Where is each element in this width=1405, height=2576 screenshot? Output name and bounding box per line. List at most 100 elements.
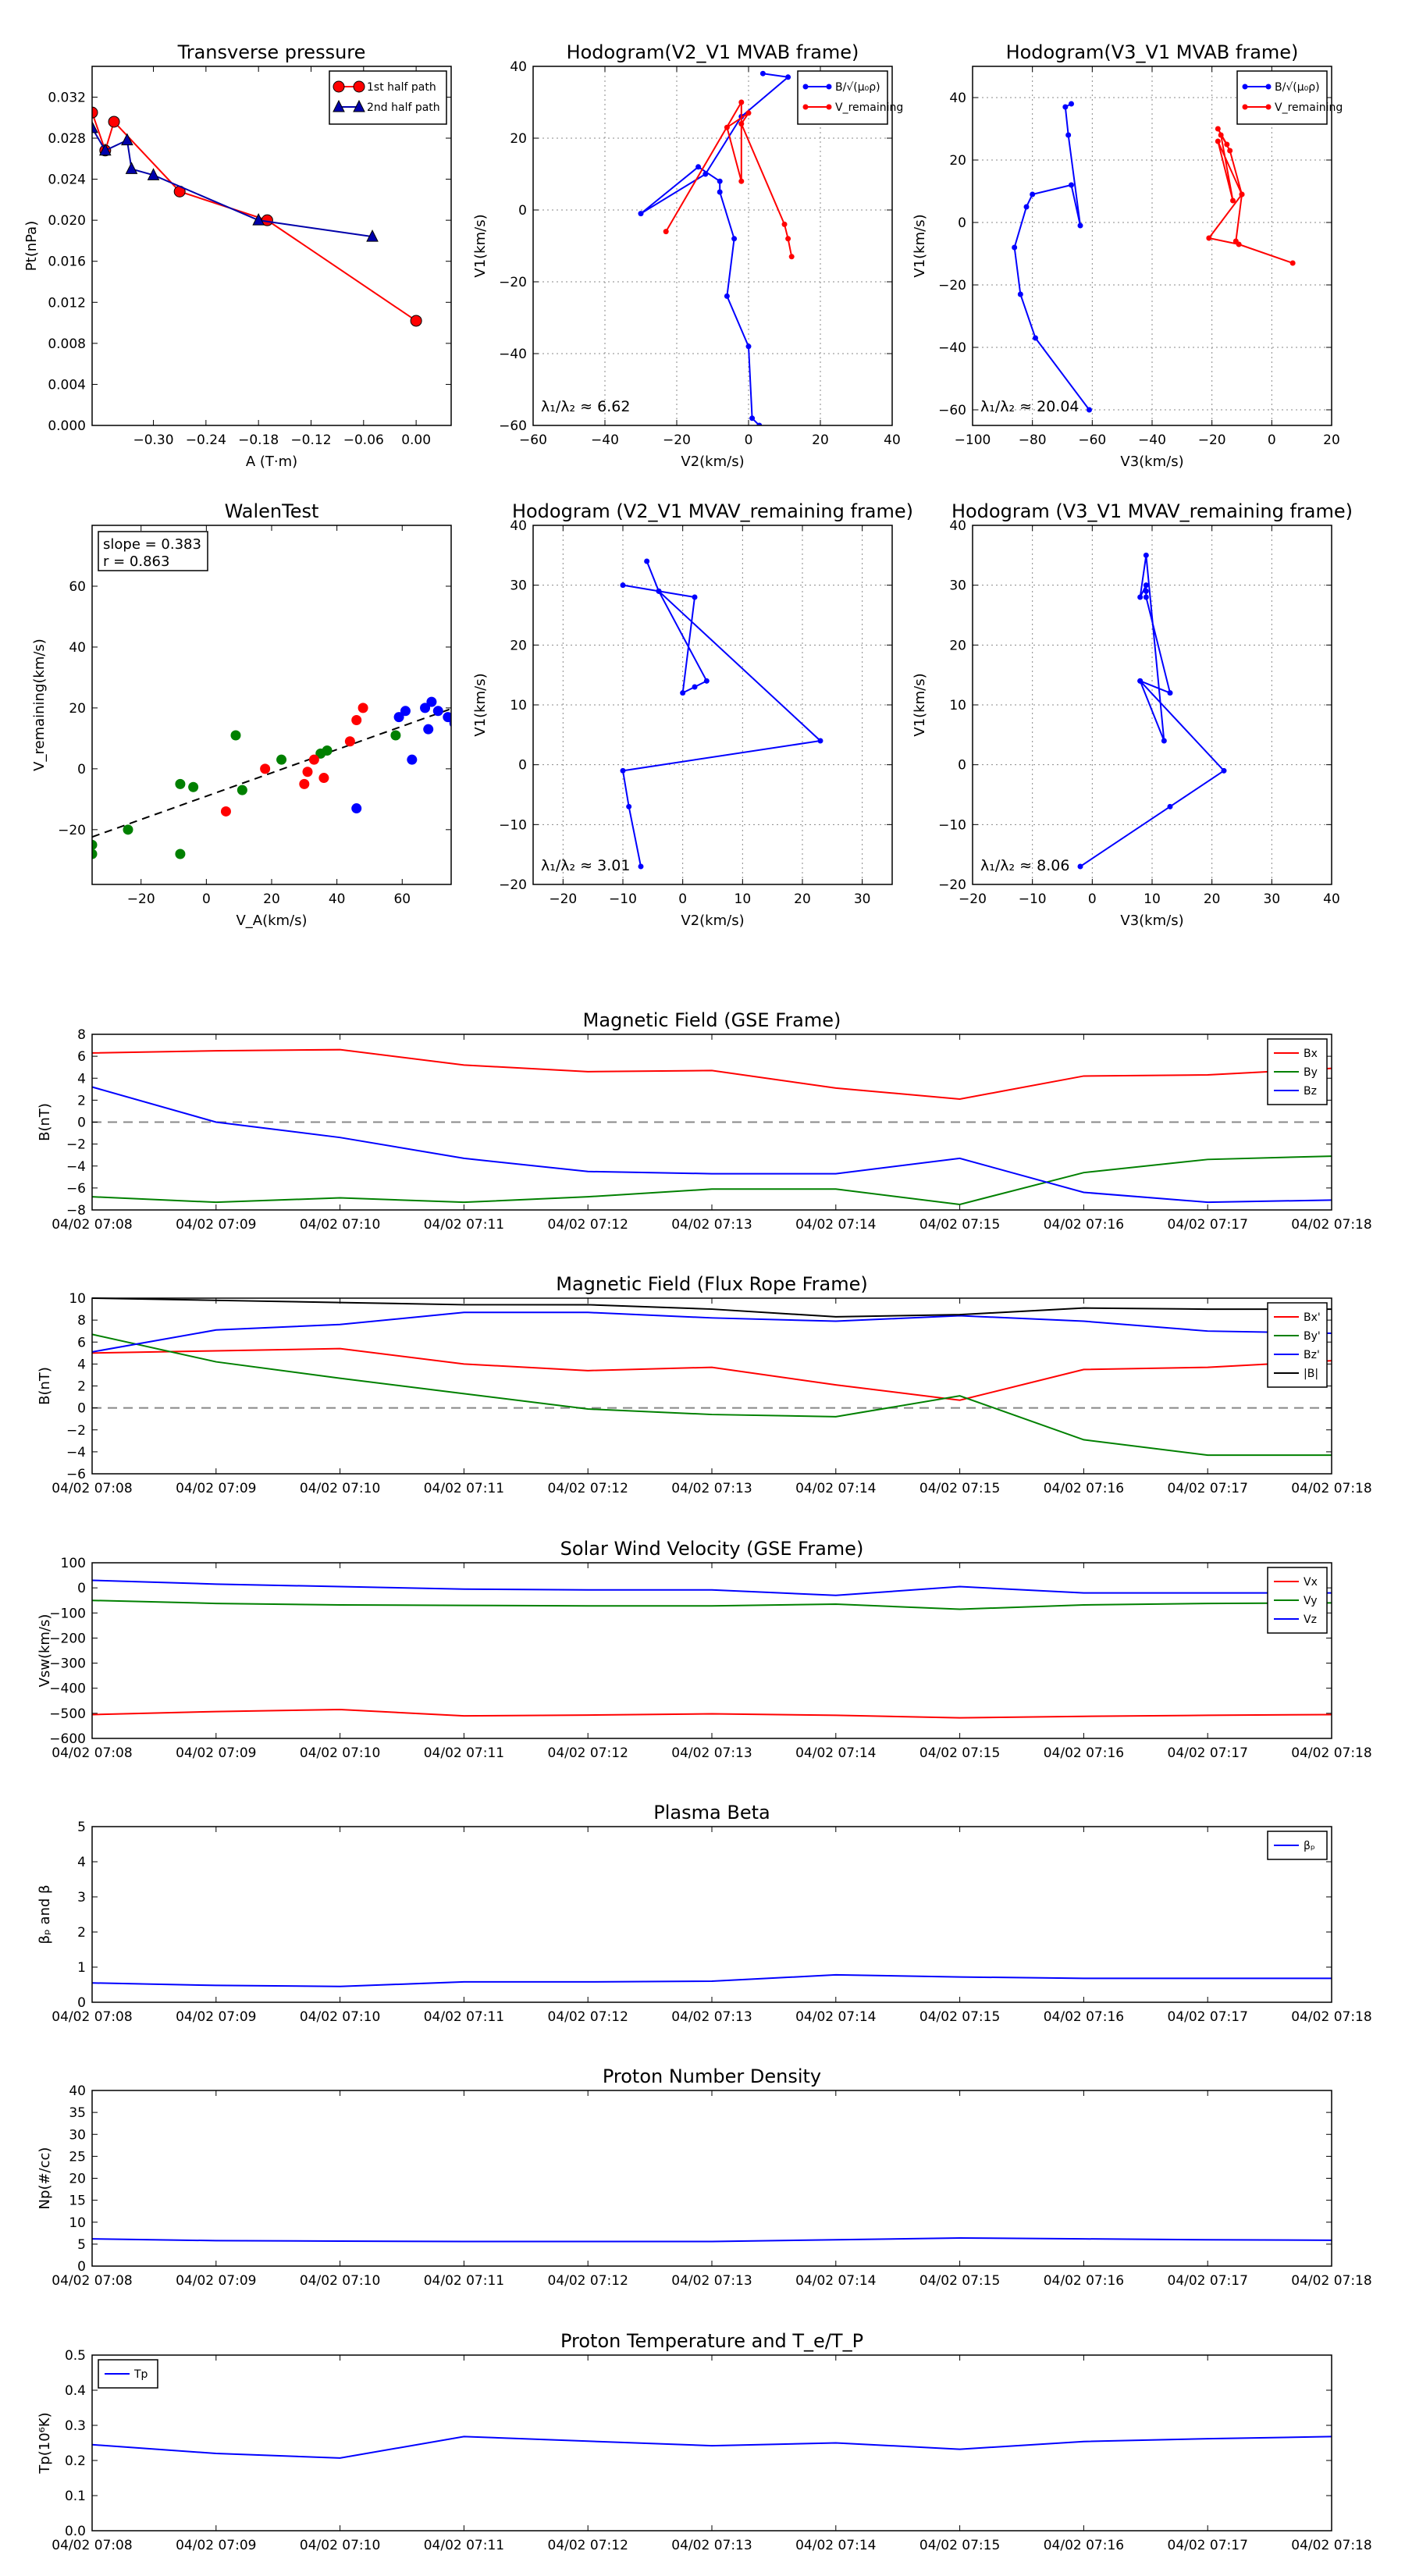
y-tick-label: 0 xyxy=(518,758,527,774)
y-tick-label: 60 xyxy=(69,579,86,595)
y-tick-label: 20 xyxy=(510,131,527,147)
plot-frame xyxy=(91,1826,1332,2003)
y-tick-label: −40 xyxy=(499,347,527,362)
data-point xyxy=(432,706,443,717)
legend-box xyxy=(797,70,888,125)
legend-marker xyxy=(1265,84,1272,90)
legend-label: Vz xyxy=(1304,1614,1317,1626)
y-tick-label: −400 xyxy=(49,1681,86,1697)
data-point xyxy=(125,162,138,174)
legend-label: 1st half path xyxy=(367,81,436,94)
x-tick-label: 20 xyxy=(794,891,811,907)
x-tick-label: 04/02 07:10 xyxy=(300,2538,380,2553)
x-tick-label: 04/02 07:13 xyxy=(671,2009,752,2025)
y-tick-label: 0.4 xyxy=(65,2383,86,2399)
x-tick-label: 04/02 07:09 xyxy=(176,1217,256,1233)
data-point xyxy=(123,824,133,835)
legend-label: By' xyxy=(1304,1330,1321,1343)
x-tick-label: 04/02 07:10 xyxy=(300,1217,380,1233)
x-tick-label: 04/02 07:18 xyxy=(1291,2009,1371,2025)
series-line xyxy=(91,1311,1332,1353)
chart-title: Hodogram(V2_V1 MVAB frame) xyxy=(567,41,859,63)
chart-h2: −100 −80 −60 −40 −20 0 20 −60 −40 −20 0 20 40 V3(km/s… xyxy=(912,41,1343,470)
series-line xyxy=(91,1599,1332,1610)
ratio-annotation: λ₁/λ₂ ≈ 3.01 xyxy=(541,857,630,874)
x-tick-label: −20 xyxy=(1198,432,1226,448)
y-tick-label: 40 xyxy=(69,2083,86,2099)
x-tick-label: 04/02 07:12 xyxy=(548,1481,628,1496)
y-tick-label: 2 xyxy=(77,1093,86,1108)
x-tick-label: −20 xyxy=(663,432,691,448)
y-tick-label: 0.008 xyxy=(48,336,86,352)
data-point xyxy=(1218,132,1224,138)
y-tick-label: 8 xyxy=(77,1027,86,1043)
y-tick-label: −6 xyxy=(66,1467,86,1482)
data-point xyxy=(756,422,763,425)
data-point xyxy=(1167,803,1173,809)
x-tick-label: 04/02 07:09 xyxy=(176,2009,256,2025)
chart-tp: −0.30 −0.24 −0.18 −0.12 −0.06 0.00 0.000 0.004 0… xyxy=(23,41,452,470)
data-point xyxy=(738,178,745,184)
x-tick-label: 04/02 07:14 xyxy=(795,1745,876,1761)
legend-box xyxy=(329,70,447,125)
chart-bfr: 04/02 07:08 04/02 07:09 04/02 07:10 04/02 0… xyxy=(37,1273,1372,1496)
data-point xyxy=(1023,204,1030,210)
y-tick-label: 0.0 xyxy=(65,2524,86,2539)
data-point xyxy=(656,588,662,594)
data-point xyxy=(785,236,791,242)
legend-label: Bz' xyxy=(1304,1349,1320,1361)
data-point xyxy=(237,785,247,795)
data-point xyxy=(92,120,98,133)
chart-title: WalenTest xyxy=(225,500,319,522)
y-axis-label: V1(km/s) xyxy=(472,214,489,277)
legend-box xyxy=(1236,70,1328,125)
data-point xyxy=(1221,767,1227,774)
data-point xyxy=(1224,141,1230,148)
x-tick-label: 04/02 07:17 xyxy=(1168,2538,1248,2553)
x-tick-label: 40 xyxy=(884,432,901,448)
legend-label: Vy xyxy=(1304,1595,1318,1607)
data-point xyxy=(1215,138,1221,144)
data-point xyxy=(366,229,379,242)
plot-frame xyxy=(532,66,893,426)
data-point xyxy=(680,690,686,696)
x-tick-label: 04/02 07:14 xyxy=(795,1481,876,1496)
data-point xyxy=(344,736,355,747)
x-tick-label: 40 xyxy=(329,891,346,907)
data-point xyxy=(644,558,650,564)
y-tick-label: 5 xyxy=(77,1820,86,1835)
data-point xyxy=(426,696,437,707)
data-point xyxy=(302,767,313,777)
series-line xyxy=(91,2236,1332,2243)
data-point xyxy=(738,99,745,105)
y-tick-label: 0 xyxy=(77,1401,86,1417)
y-tick-label: −60 xyxy=(499,418,527,434)
x-tick-label: 0.00 xyxy=(401,432,431,448)
data-point xyxy=(92,106,98,119)
y-tick-label: 0.1 xyxy=(65,2489,86,2504)
data-point xyxy=(663,229,669,235)
x-tick-label: −0.06 xyxy=(343,432,384,448)
chart-vsw: 04/02 07:08 04/02 07:09 04/02 07:10 04/02 0… xyxy=(37,1538,1372,1761)
x-tick-label: 04/02 07:18 xyxy=(1291,1481,1371,1496)
stats-box xyxy=(98,531,208,571)
x-tick-label: 04/02 07:18 xyxy=(1291,2273,1371,2289)
x-tick-label: 04/02 07:09 xyxy=(176,2273,256,2289)
plot-area xyxy=(92,696,451,859)
series-line xyxy=(91,1333,1332,1457)
data-point xyxy=(1230,197,1236,204)
x-tick-label: 04/02 07:08 xyxy=(52,1481,132,1496)
y-tick-label: −60 xyxy=(938,403,966,418)
data-point xyxy=(1143,552,1149,558)
y-tick-label: −20 xyxy=(938,877,966,893)
legend-marker xyxy=(333,80,345,93)
x-tick-label: −80 xyxy=(1019,432,1047,448)
x-tick-label: 04/02 07:15 xyxy=(919,1745,1000,1761)
plot-area xyxy=(92,106,422,327)
y-tick-label: −20 xyxy=(499,275,527,290)
data-point xyxy=(99,143,112,156)
data-point xyxy=(1161,738,1167,744)
y-tick-label: 0.016 xyxy=(48,254,86,270)
series-line xyxy=(640,73,790,425)
